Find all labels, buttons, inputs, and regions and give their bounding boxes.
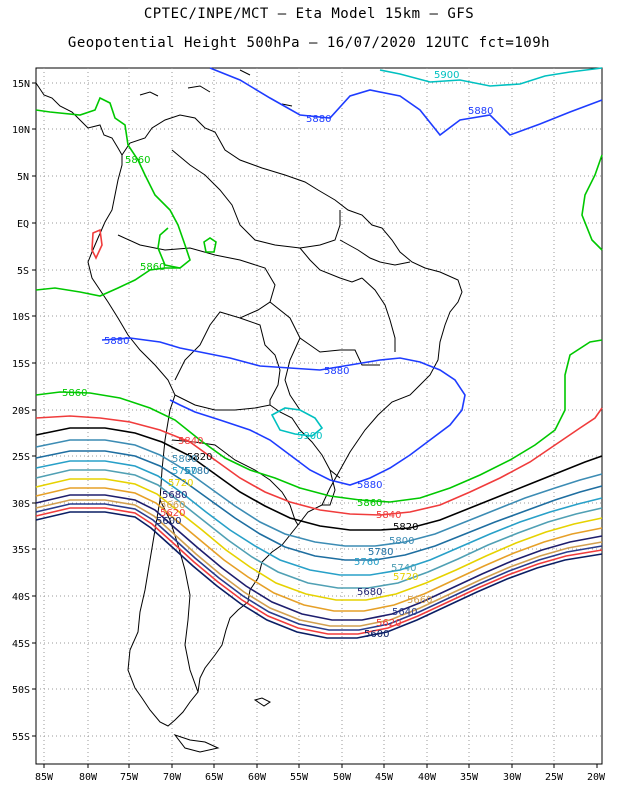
- contour-label: 5820: [393, 522, 418, 533]
- lon-label: 55W: [290, 772, 309, 783]
- lon-label: 50W: [333, 772, 352, 783]
- contour-label: 5740: [391, 563, 416, 574]
- contour-label: 5900: [297, 431, 322, 442]
- contour-label: 5860: [140, 262, 165, 273]
- lat-label: 40S: [12, 592, 30, 603]
- contour-5620: [35, 507, 603, 635]
- contour-label: 5640: [392, 607, 417, 618]
- lon-label: 85W: [35, 772, 54, 783]
- contour-5900-central: [270, 407, 324, 437]
- contour-5860-e: [581, 154, 603, 251]
- contour-5860-w: [35, 267, 180, 297]
- contour-label: 5880: [306, 114, 331, 125]
- lon-label: 20W: [587, 772, 606, 783]
- contour-5900-north: [379, 67, 603, 87]
- contour-label: 5800: [389, 536, 414, 547]
- contour-5880-north: [209, 67, 603, 137]
- lat-label: 20S: [12, 406, 30, 417]
- contour-label: 5800: [172, 454, 197, 465]
- contour-label: 5680: [162, 490, 187, 501]
- latitude-labels: 15N 10N 5N EQ 5S 10S 15S 20S 25S 30S 35S…: [12, 79, 30, 743]
- contour-5800: [35, 439, 603, 547]
- lon-label: 40W: [418, 772, 437, 783]
- lat-label: EQ: [17, 219, 29, 230]
- lon-label: 65W: [205, 772, 224, 783]
- lon-label: 30W: [503, 772, 522, 783]
- axis-ticks: [32, 82, 598, 768]
- contour-labels: 5900 5880 5880 5860 5860 5880 5880 5860 …: [62, 70, 493, 640]
- lat-label: 50S: [12, 685, 30, 696]
- lat-label: 25S: [12, 452, 30, 463]
- lat-label: 15N: [12, 79, 30, 90]
- contour-label: 5600: [156, 516, 181, 527]
- contour-label: 5880: [468, 106, 493, 117]
- contour-label: 5860: [62, 388, 87, 399]
- contour-label: 5600: [364, 629, 389, 640]
- lon-label: 35W: [460, 772, 479, 783]
- contour-5820: [35, 427, 603, 531]
- contour-5680: [35, 494, 603, 621]
- lon-label: 25W: [545, 772, 564, 783]
- contour-label: 5840: [376, 510, 401, 521]
- contour-label: 5780: [184, 466, 209, 477]
- contour-label: 5880: [357, 480, 382, 491]
- lat-label: 55S: [12, 732, 30, 743]
- contour-5860-south: [35, 339, 603, 503]
- lat-label: 5S: [17, 266, 29, 277]
- lon-label: 80W: [79, 772, 98, 783]
- contour-label: 5860: [357, 498, 382, 509]
- lon-label: 45W: [375, 772, 394, 783]
- map-subtitle: Geopotential Height 500hPa — 16/07/2020 …: [67, 35, 551, 51]
- height-contours: [35, 67, 603, 639]
- contour-label: 5620: [160, 508, 185, 519]
- contour-5880-central: [101, 337, 466, 486]
- map-title: CPTEC/INPE/MCT — Eta Model 15km — GFS: [143, 6, 475, 22]
- contour-label: 5780: [368, 547, 393, 558]
- lat-label: 45S: [12, 639, 30, 650]
- lat-label: 15S: [12, 359, 30, 370]
- contour-5660: [35, 499, 603, 627]
- map-frame: [35, 67, 603, 765]
- contour-label: 5820: [187, 452, 212, 463]
- graticule: [36, 68, 602, 764]
- contour-5840: [35, 407, 603, 516]
- lon-label: 75W: [120, 772, 139, 783]
- contour-label: 5680: [357, 587, 382, 598]
- contour-5600: [35, 511, 603, 639]
- contour-5860-small: [203, 237, 217, 253]
- contour-5760: [35, 460, 603, 576]
- contour-5780: [35, 450, 603, 561]
- contour-label: 5840: [178, 436, 203, 447]
- contour-label: 5880: [324, 366, 349, 377]
- lat-label: 10N: [12, 125, 30, 136]
- lat-label: 35S: [12, 545, 30, 556]
- contour-5700: [35, 487, 603, 612]
- contour-5640: [35, 503, 603, 631]
- lon-label: 70W: [163, 772, 182, 783]
- contour-label: 5900: [434, 70, 459, 81]
- contour-5860-nw: [35, 96, 191, 269]
- contour-5720: [35, 478, 603, 601]
- contour-label: 5620: [376, 618, 401, 629]
- lat-label: 5N: [17, 172, 29, 183]
- lat-label: 10S: [12, 312, 30, 323]
- contour-label: 5760: [172, 466, 197, 477]
- contour-label: 5720: [168, 478, 193, 489]
- longitude-labels: 85W 80W 75W 70W 65W 60W 55W 50W 45W 40W …: [35, 772, 606, 783]
- coastlines: [35, 69, 463, 753]
- contour-5900-local: [91, 228, 103, 260]
- contour-label: 5880: [104, 336, 129, 347]
- lon-label: 60W: [248, 772, 267, 783]
- contour-label: 5660: [160, 500, 185, 511]
- contour-label: 5660: [407, 595, 432, 606]
- lat-label: 30S: [12, 499, 30, 510]
- contour-label: 5720: [393, 572, 418, 583]
- contour-5740: [35, 469, 603, 589]
- contour-label: 5860: [125, 155, 150, 166]
- contour-label: 5760: [354, 557, 379, 568]
